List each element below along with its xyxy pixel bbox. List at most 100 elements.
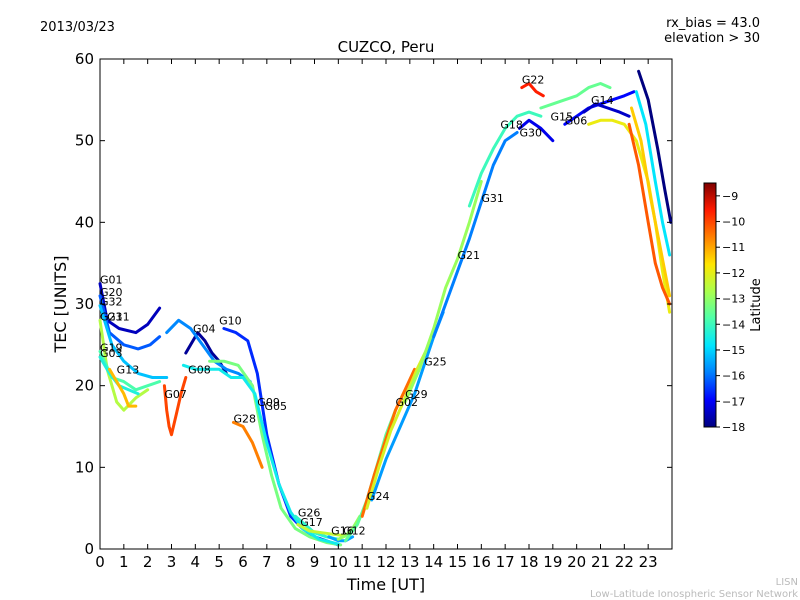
satellite-label-g30: G30 [519,127,542,140]
footer-org-short: LISN [776,577,798,588]
colorbar-tick-label: −14 [722,318,745,331]
series-g08-line [165,318,252,384]
x-tick-label: 20 [567,553,586,571]
satellite-label-g26: G26 [298,506,321,519]
series-g06-line [563,90,636,126]
satellite-label-g16: G16 [331,524,354,537]
y-tick-label: 60 [75,50,94,68]
colorbar-tick-label: −10 [722,216,745,229]
colorbar-ticks: −9 −10 −11 −12 −13 −14 −15 −16 −17 −18 [716,190,745,434]
x-tick-label: 12 [376,553,395,571]
colorbar [703,182,717,428]
x-tick-label: 15 [448,553,467,571]
satellite-label-g18: G18 [500,118,523,131]
colorbar-tick-label: −12 [722,267,745,280]
satellite-label-g13: G13 [117,363,140,376]
satellite-label-g21: G21 [458,249,481,262]
y-tick-label: 50 [75,132,94,150]
x-tick-label: 16 [472,553,491,571]
plot-area [99,58,673,550]
x-axis-label: Time [UT] [346,575,425,594]
rx-bias-label: rx_bias = 43.0 [666,16,760,31]
x-tick-label: 11 [353,553,372,571]
series-g22-line [520,82,545,98]
colorbar-tick-label: −11 [722,241,745,254]
colorbar-tick-label: −16 [722,370,745,383]
colorbar-tick-label: −13 [722,293,745,306]
satellite-label-g29: G29 [405,388,428,401]
satellite-label-g14: G14 [591,94,614,107]
satellite-label-g03: G03 [100,347,123,360]
x-tick-label: 19 [543,553,562,571]
colorbar-tick-label: −9 [722,190,738,203]
series-g07-line [162,376,188,437]
x-tick-label: 23 [639,553,658,571]
y-tick-label: 20 [75,377,94,395]
y-axis-label: TEC [UNITS] [51,256,70,354]
x-tick-label: 10 [329,553,348,571]
series-g21-line [403,180,483,404]
satellite-label-g05: G05 [264,400,287,413]
x-tick-label: 7 [262,553,272,571]
x-tick-label: 6 [238,553,248,571]
satellite-label-g02: G02 [396,396,419,409]
colorbar-tick-label: −17 [722,395,745,408]
x-tick-label: 18 [519,553,538,571]
satellite-label-g11: G11 [107,310,130,323]
x-tick-label: 22 [615,553,634,571]
footer-org-long: Low-Latitude Ionospheric Sensor Network [590,589,798,600]
x-tick-label: 0 [95,553,105,571]
satellite-label-g24: G24 [367,490,390,503]
satellite-label-g06: G06 [565,114,588,127]
series-g29-line [365,343,431,510]
satellite-label-g12: G12 [343,524,366,537]
series-g14-line [582,102,631,118]
satellite-label-g23: G23 [100,310,123,323]
satellite-label-g19: G19 [100,341,123,354]
satellite-label-g08: G08 [188,363,211,376]
x-tick-label: 3 [167,553,177,571]
series-g33-line [627,122,672,306]
series-g02-line [360,367,417,518]
x-axis-ticks: 0 1 2 3 4 5 6 7 8 9 10 11 12 13 14 15 16 17 18 19 20 21 22 23 [95,59,658,571]
series-g31-line [432,131,519,339]
series-g13-line [108,367,138,408]
colorbar-tick-label: −18 [722,421,745,434]
satellite-label-g09: G09 [257,396,280,409]
x-tick-label: 5 [214,553,224,571]
series-g16-line [327,535,355,543]
chart-title: CUZCO, Peru [338,38,435,56]
x-tick-label: 1 [119,553,129,571]
y-axis-ticks: 0 10 20 30 40 50 60 [75,50,672,558]
satellite-labels: G01G20G32G23G11G19G03G13G04G10G08G07G28G… [100,74,613,538]
x-tick-label: 17 [496,553,515,571]
satellite-label-g01: G01 [100,274,123,287]
series-g35-line [637,69,673,224]
x-tick-label: 14 [424,553,443,571]
satellite-label-g31: G31 [481,192,504,205]
y-tick-label: 30 [75,295,94,313]
series-g12-line [336,514,362,541]
x-tick-label: 2 [143,553,153,571]
series-g28-line [232,420,264,469]
colorbar-label: Latitude [749,278,764,332]
series-g17-line [296,523,347,538]
series-g32-line [98,304,169,379]
y-tick-label: 0 [84,540,94,558]
series-g15-line [539,82,612,110]
x-tick-label: 9 [310,553,320,571]
x-tick-label: 21 [591,553,610,571]
series-g18-line [467,110,543,208]
satellite-label-g04: G04 [193,323,216,336]
satellite-label-g17: G17 [300,516,323,529]
series-g27-line [587,118,672,314]
series-g30-line [518,118,555,143]
satellite-label-g28: G28 [233,412,256,425]
series-g36-line [630,106,672,298]
date-label: 2013/03/23 [40,20,115,35]
elevation-label: elevation > 30 [664,31,760,46]
colorbar-tick-label: −15 [722,344,745,357]
satellite-label-g07: G07 [164,388,187,401]
satellite-label-g10: G10 [219,314,242,327]
